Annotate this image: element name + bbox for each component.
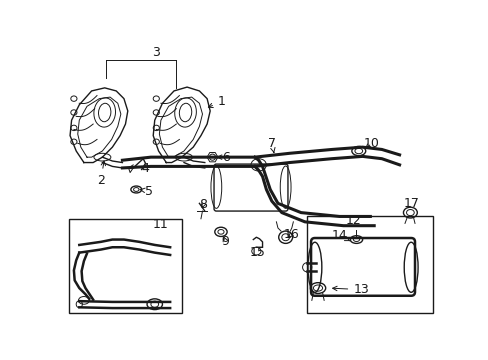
- Text: 8: 8: [199, 198, 207, 211]
- Text: 13: 13: [332, 283, 368, 296]
- Bar: [306, 216, 432, 313]
- Text: 3: 3: [152, 46, 160, 59]
- Text: 14: 14: [331, 229, 349, 242]
- Text: 4: 4: [142, 162, 149, 175]
- Text: 6: 6: [217, 150, 229, 164]
- Text: 5: 5: [140, 185, 153, 198]
- Text: 1: 1: [208, 95, 225, 108]
- Text: 15: 15: [249, 246, 264, 259]
- Text: 9: 9: [221, 235, 229, 248]
- Text: 16: 16: [284, 228, 299, 240]
- Text: 2: 2: [97, 161, 105, 187]
- Text: 17: 17: [403, 197, 418, 210]
- Text: 10: 10: [363, 137, 379, 150]
- Text: 12: 12: [345, 214, 361, 227]
- Bar: [68, 219, 182, 313]
- Text: 11: 11: [153, 218, 168, 231]
- Text: 7: 7: [267, 137, 275, 153]
